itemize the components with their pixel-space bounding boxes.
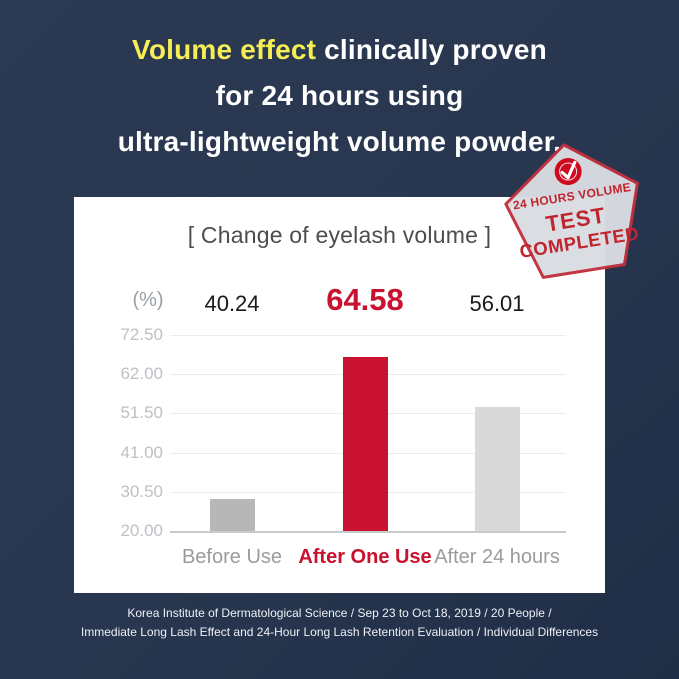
- category-label: After One Use: [298, 546, 432, 568]
- gridline: [170, 531, 566, 533]
- title-line-3: ultra-lightweight volume powder.: [117, 126, 562, 157]
- bar: [209, 499, 255, 531]
- title-line-1-rest: clinically proven: [316, 34, 547, 65]
- main-title: Volume effect clinically proven for 24 h…: [0, 27, 679, 165]
- y-tick-label: 41.00: [120, 442, 163, 462]
- y-tick-label: 20.00: [120, 521, 163, 540]
- y-tick-label: 72.50: [120, 325, 163, 344]
- category-label: Before Use: [181, 546, 283, 568]
- stamp-badge: 24 HOURS VOLUME TEST COMPLETED: [488, 126, 662, 306]
- value-label: 64.58: [326, 282, 404, 317]
- y-tick-label: 51.50: [120, 403, 163, 423]
- gridline: [170, 335, 566, 336]
- y-tick-label: 30.50: [120, 481, 163, 501]
- chart-title: [ Change of eyelash volume ]: [187, 222, 492, 248]
- unit-label: (%): [132, 289, 164, 311]
- y-tick-label: 62.00: [120, 364, 163, 384]
- value-label: 56.01: [469, 291, 525, 316]
- footer-note: Korea Institute of Dermatological Scienc…: [0, 604, 679, 642]
- value-label: 40.24: [204, 291, 260, 316]
- footer-line-1: Korea Institute of Dermatological Scienc…: [127, 606, 552, 620]
- footer-line-2: Immediate Long Lash Effect and 24-Hour L…: [80, 625, 599, 639]
- stamp-pentagon: [504, 143, 639, 279]
- bar: [342, 357, 388, 531]
- title-line-2: for 24 hours using: [215, 80, 464, 111]
- category-label: After 24 hours: [434, 546, 560, 568]
- check-icon: [554, 158, 582, 186]
- chart-card: [ Change of eyelash volume ] (%) 72.50 62…: [74, 197, 605, 593]
- title-line-1: Volume effect clinically proven: [0, 27, 679, 73]
- bar: [474, 407, 520, 531]
- title-highlight: Volume effect: [132, 34, 317, 65]
